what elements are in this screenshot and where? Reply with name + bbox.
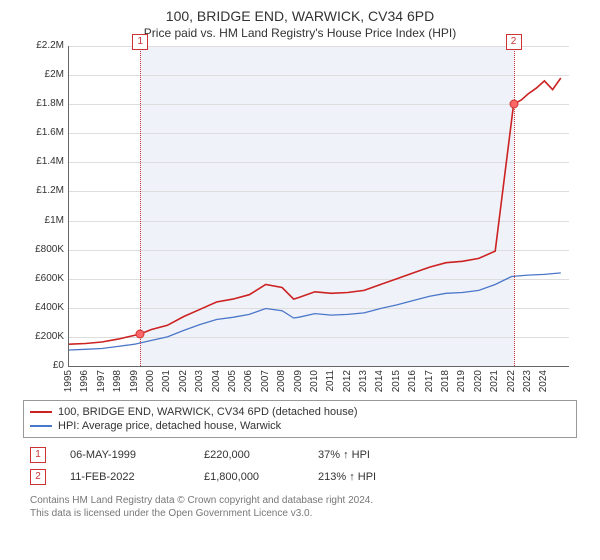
event-label: 1 <box>132 34 148 50</box>
event-marker <box>136 330 145 339</box>
plot-region: 12 <box>68 46 569 367</box>
y-axis-label: £1.8M <box>20 98 64 109</box>
y-axis-label: £600K <box>20 273 64 284</box>
transaction-date: 06-MAY-1999 <box>70 449 180 461</box>
x-axis-label: 1997 <box>96 370 107 392</box>
transaction-price: £220,000 <box>204 449 294 461</box>
legend-row: HPI: Average price, detached house, Warw… <box>30 419 570 433</box>
x-axis-label: 2023 <box>522 370 533 392</box>
transaction-date: 11-FEB-2022 <box>70 471 180 483</box>
x-axis-label: 1998 <box>112 370 123 392</box>
series-property <box>69 78 561 344</box>
y-axis-label: £1.4M <box>20 156 64 167</box>
transactions-table: 1 06-MAY-1999 £220,000 37% ↑ HPI 2 11-FEB-202… <box>30 444 570 488</box>
x-axis-label: 2002 <box>178 370 189 392</box>
y-axis-label: £200K <box>20 331 64 342</box>
x-axis-label: 2003 <box>194 370 205 392</box>
x-axis-label: 2007 <box>260 370 271 392</box>
x-axis-label: 2006 <box>243 370 254 392</box>
x-axis-label: 1999 <box>129 370 140 392</box>
transaction-delta: 37% ↑ HPI <box>318 449 408 461</box>
x-axis-label: 2022 <box>506 370 517 392</box>
x-axis-label: 2018 <box>440 370 451 392</box>
x-axis-label: 2021 <box>489 370 500 392</box>
transaction-index: 1 <box>30 447 46 463</box>
y-axis-label: £1.2M <box>20 185 64 196</box>
legend-label: HPI: Average price, detached house, Warw… <box>58 420 281 432</box>
y-axis-label: £2.2M <box>20 40 64 51</box>
transaction-row: 2 11-FEB-2022 £1,800,000 213% ↑ HPI <box>30 466 570 488</box>
footer-line: This data is licensed under the Open Gov… <box>30 507 570 520</box>
x-axis-label: 2020 <box>473 370 484 392</box>
event-marker <box>509 100 518 109</box>
x-axis-label: 2009 <box>293 370 304 392</box>
event-label: 2 <box>506 34 522 50</box>
transaction-row: 1 06-MAY-1999 £220,000 37% ↑ HPI <box>30 444 570 466</box>
x-axis-label: 2012 <box>342 370 353 392</box>
x-axis-label: 2017 <box>424 370 435 392</box>
legend-label: 100, BRIDGE END, WARWICK, CV34 6PD (deta… <box>58 406 358 418</box>
chart-container: 100, BRIDGE END, WARWICK, CV34 6PD Price… <box>0 0 600 560</box>
x-axis-label: 2014 <box>374 370 385 392</box>
footer-attribution: Contains HM Land Registry data © Crown c… <box>30 494 570 520</box>
chart-area: 12 £0 £200K £400K £600K £800K £1M £1.2M £1.4M £1… <box>20 46 580 396</box>
y-axis-label: £800K <box>20 244 64 255</box>
x-axis-label: 2001 <box>161 370 172 392</box>
legend-box: 100, BRIDGE END, WARWICK, CV34 6PD (deta… <box>23 400 577 438</box>
transaction-index: 2 <box>30 469 46 485</box>
x-axis-label: 2005 <box>227 370 238 392</box>
series-hpi <box>69 273 561 350</box>
legend-swatch <box>30 425 52 427</box>
y-axis-label: £1M <box>20 215 64 226</box>
transaction-price: £1,800,000 <box>204 471 294 483</box>
y-axis-label: £2M <box>20 69 64 80</box>
x-axis-label: 2024 <box>538 370 549 392</box>
x-axis-label: 1996 <box>79 370 90 392</box>
x-axis-label: 2019 <box>456 370 467 392</box>
x-axis-label: 1995 <box>63 370 74 392</box>
x-axis-label: 2004 <box>211 370 222 392</box>
y-axis-label: £1.6M <box>20 127 64 138</box>
x-axis-label: 2008 <box>276 370 287 392</box>
chart-title: 100, BRIDGE END, WARWICK, CV34 6PD <box>0 0 600 24</box>
line-layer <box>69 46 569 366</box>
x-axis-label: 2013 <box>358 370 369 392</box>
x-axis-label: 2010 <box>309 370 320 392</box>
x-axis-label: 2011 <box>325 370 336 392</box>
transaction-delta: 213% ↑ HPI <box>318 471 408 483</box>
x-axis-label: 2016 <box>407 370 418 392</box>
legend-row: 100, BRIDGE END, WARWICK, CV34 6PD (deta… <box>30 405 570 419</box>
legend-swatch <box>30 411 52 413</box>
y-axis-label: £400K <box>20 302 64 313</box>
footer-line: Contains HM Land Registry data © Crown c… <box>30 494 570 507</box>
x-axis-label: 2015 <box>391 370 402 392</box>
y-axis-label: £0 <box>20 360 64 371</box>
x-axis-label: 2000 <box>145 370 156 392</box>
